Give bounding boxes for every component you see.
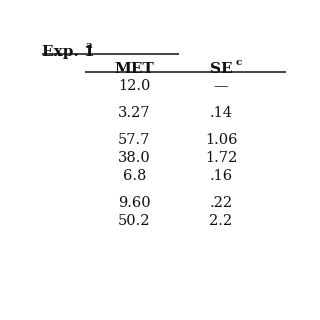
Text: .14: .14 <box>210 106 233 120</box>
Text: 12.0: 12.0 <box>118 79 150 93</box>
Text: a: a <box>86 41 92 50</box>
Text: 38.0: 38.0 <box>118 151 151 165</box>
Text: SE: SE <box>210 62 232 76</box>
Text: 6.8: 6.8 <box>123 169 146 183</box>
Text: .16: .16 <box>210 169 233 183</box>
Text: 3.27: 3.27 <box>118 106 150 120</box>
Text: 9.60: 9.60 <box>118 196 150 210</box>
Text: Exp. 1: Exp. 1 <box>43 44 95 59</box>
Text: MET: MET <box>114 62 154 76</box>
Text: .22: .22 <box>210 196 233 210</box>
Text: 57.7: 57.7 <box>118 133 150 147</box>
Text: c: c <box>236 58 242 67</box>
Text: 2.2: 2.2 <box>210 213 233 228</box>
Text: 1.72: 1.72 <box>205 151 237 165</box>
Text: —: — <box>214 79 228 93</box>
Text: 1.06: 1.06 <box>205 133 237 147</box>
Text: 50.2: 50.2 <box>118 213 150 228</box>
